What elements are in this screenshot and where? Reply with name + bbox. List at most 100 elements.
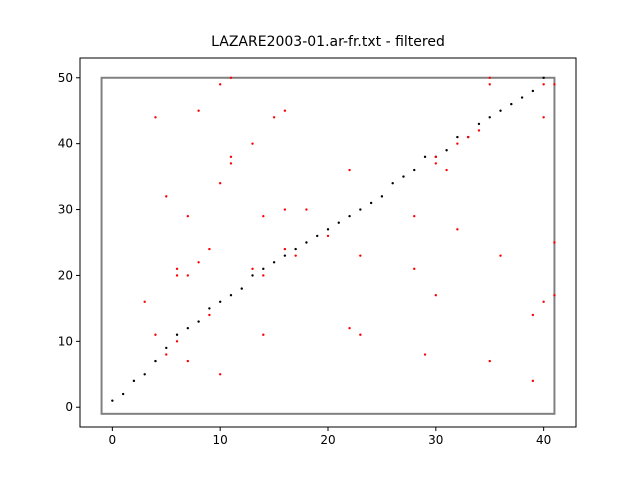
data-point (434, 155, 438, 159)
y-tick-label: 0 (65, 400, 73, 414)
data-point (154, 116, 157, 119)
data-point (154, 359, 157, 363)
y-tick-label: 20 (58, 268, 73, 282)
x-tick-label: 20 (320, 433, 335, 447)
data-point (488, 359, 491, 363)
data-point (283, 208, 287, 211)
x-tick-label: 30 (428, 433, 443, 447)
data-point (121, 392, 125, 396)
data-point (262, 274, 265, 277)
data-point (553, 83, 556, 86)
data-point (488, 76, 491, 79)
data-point (218, 373, 222, 376)
data-point (445, 168, 448, 172)
data-point (369, 201, 373, 205)
data-point (132, 379, 136, 383)
data-point (175, 274, 179, 277)
x-tick-label: 40 (536, 433, 551, 447)
data-point (488, 83, 491, 86)
x-tick-label: 10 (213, 433, 228, 447)
data-point (348, 168, 351, 172)
data-point (218, 181, 222, 185)
data-point (186, 326, 190, 330)
data-point (197, 109, 200, 112)
data-point (434, 294, 438, 297)
data-point (262, 333, 265, 336)
data-point (165, 195, 168, 198)
data-point (326, 234, 330, 238)
data-point (186, 274, 190, 277)
data-point (305, 241, 308, 244)
data-point (359, 208, 362, 211)
data-point (262, 214, 265, 218)
y-tick-label: 10 (58, 334, 73, 348)
filter-box (100, 76, 556, 415)
data-point (337, 221, 340, 224)
data-point (348, 214, 351, 218)
plot-area (79, 57, 577, 428)
data-point (542, 76, 545, 79)
data-point (499, 254, 502, 257)
data-point (218, 300, 222, 304)
data-point (402, 175, 405, 178)
data-point (111, 399, 114, 402)
data-point (218, 83, 222, 86)
data-point (305, 208, 308, 211)
data-point (272, 261, 276, 264)
y-tick-label: 40 (58, 137, 73, 151)
data-point (229, 294, 233, 297)
data-point (510, 102, 513, 106)
data-point (197, 320, 200, 323)
data-point (456, 142, 459, 145)
data-point (531, 89, 535, 93)
data-point (542, 116, 545, 119)
data-point (283, 109, 287, 112)
data-point (542, 83, 545, 86)
data-point (208, 247, 211, 251)
data-point (423, 155, 427, 159)
data-point (520, 96, 524, 99)
data-point (423, 353, 427, 356)
data-point (294, 247, 297, 251)
data-point (165, 346, 168, 350)
data-point (154, 333, 157, 336)
data-point (488, 116, 491, 119)
y-tick-label: 50 (58, 71, 73, 85)
data-point (456, 228, 459, 231)
data-point (294, 254, 297, 257)
data-point (434, 162, 438, 165)
data-point (251, 142, 254, 145)
data-point (165, 353, 168, 356)
data-point (197, 261, 200, 264)
data-point (380, 195, 384, 198)
data-point (348, 326, 351, 330)
data-point (262, 267, 265, 271)
data-point (477, 122, 481, 126)
data-point (208, 307, 211, 310)
data-point (229, 76, 233, 79)
data-point (531, 379, 535, 383)
data-point (413, 267, 416, 271)
data-point (251, 274, 254, 277)
data-point (359, 254, 362, 257)
data-point (175, 340, 179, 343)
y-tick-label: 30 (58, 203, 73, 217)
data-point (143, 373, 146, 376)
data-point (229, 155, 233, 159)
x-tick-label: 0 (109, 433, 117, 447)
data-point (445, 149, 448, 152)
data-point (175, 267, 179, 271)
data-point (326, 228, 330, 231)
data-point (531, 313, 535, 317)
data-point (359, 333, 362, 336)
data-point (553, 241, 556, 244)
data-point (413, 214, 416, 218)
data-point (553, 294, 556, 297)
data-point (229, 162, 233, 165)
data-point (283, 247, 287, 251)
data-point (542, 300, 545, 304)
data-point (186, 359, 190, 363)
data-point (391, 181, 394, 185)
data-point (413, 168, 416, 172)
